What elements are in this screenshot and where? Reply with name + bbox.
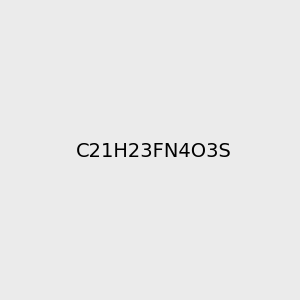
Text: C21H23FN4O3S: C21H23FN4O3S: [76, 142, 232, 161]
